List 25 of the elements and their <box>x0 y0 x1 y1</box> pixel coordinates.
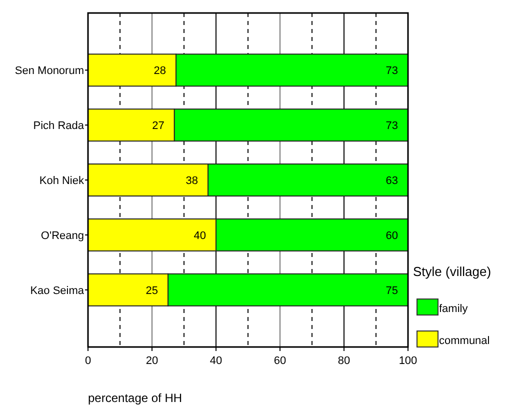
x-tick-label: 20 <box>146 355 158 367</box>
data-label: 38 <box>186 175 198 187</box>
data-label: 60 <box>386 230 398 242</box>
y-tick-label: Koh Niek <box>39 175 84 187</box>
data-label: 27 <box>152 120 164 132</box>
x-tick-label: 60 <box>274 355 286 367</box>
x-tick-label: 40 <box>210 355 222 367</box>
data-label: 63 <box>386 175 398 187</box>
data-label: 73 <box>386 120 398 132</box>
x-tick-label: 0 <box>84 355 92 367</box>
data-label: 73 <box>386 65 398 78</box>
legend-label: family <box>439 303 468 315</box>
data-label: 28 <box>154 65 166 78</box>
x-axis-title: percentage of HH <box>88 391 182 405</box>
y-tick-label: O'Reang <box>40 230 84 242</box>
y-tick-label: Pich Rada <box>33 120 85 132</box>
y-tick-label: Kao Seima <box>30 284 85 297</box>
legend-title: Style (village) <box>413 264 492 279</box>
y-tick-label: Sen Monorum <box>14 65 84 78</box>
x-tick-label: 100 <box>398 355 418 367</box>
x-tick-label: 80 <box>338 355 350 367</box>
data-label: 25 <box>146 284 158 297</box>
data-label: 40 <box>194 230 206 242</box>
data-label: 75 <box>386 284 398 297</box>
legend-label: communal <box>439 335 490 347</box>
